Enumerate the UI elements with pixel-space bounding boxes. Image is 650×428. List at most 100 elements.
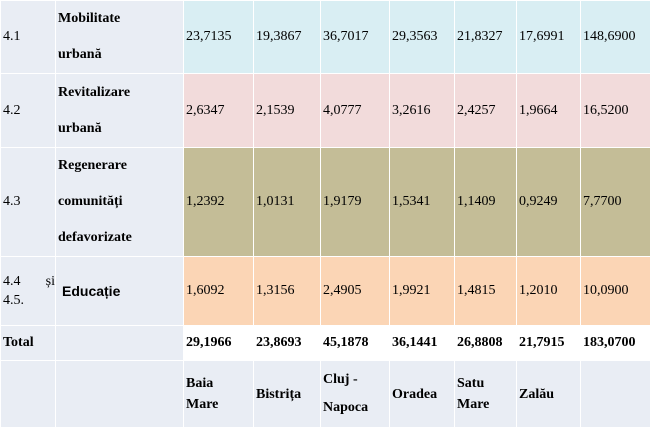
value-cell: 1,5341 — [390, 148, 455, 257]
total-value-cell: 45,1878 — [321, 326, 390, 361]
city-cell — [581, 361, 650, 428]
total-value-cell: 36,1441 — [390, 326, 455, 361]
city-empty — [1, 361, 56, 428]
value-text: 36,7017 — [323, 29, 369, 44]
value-text: 16,5200 — [583, 103, 629, 118]
city-name-line: Mare — [457, 394, 516, 415]
value-text: 1,1409 — [457, 194, 496, 209]
row-name-line: Regenerare — [58, 148, 183, 184]
value-text: 1,3156 — [256, 283, 295, 298]
total-label: Total — [1, 326, 56, 361]
value-cell: 3,2616 — [390, 74, 455, 148]
city-name-line: Cluj - — [323, 366, 389, 394]
value-text: 4,0777 — [323, 103, 362, 118]
row-name-line: Revitalizare — [58, 75, 183, 111]
row-code: 4.2 — [1, 74, 56, 148]
value-text: 21,8327 — [457, 29, 503, 44]
value-cell: 0,9249 — [517, 148, 581, 257]
total-empty — [56, 326, 184, 361]
row-code-text: 4.3 — [3, 194, 21, 209]
value-text: 2,1539 — [256, 103, 295, 118]
value-cell: 21,8327 — [455, 1, 517, 74]
value-cell: 1,4815 — [455, 257, 517, 326]
city-cell: Zalău — [517, 361, 581, 428]
city-name-line: Satu — [457, 373, 516, 394]
value-text: 1,6092 — [186, 283, 225, 298]
value-cell: 16,5200 — [581, 74, 650, 148]
value-cell: 1,1409 — [455, 148, 517, 257]
city-name-line: Oradea — [392, 384, 454, 405]
city-name-line: Baia — [186, 373, 253, 394]
value-text: 0,9249 — [519, 194, 558, 209]
total-value-text: 45,1878 — [323, 335, 369, 350]
row-name-line: Educație — [58, 273, 183, 309]
value-cell: 19,3867 — [254, 1, 321, 74]
city-cell: Bistrița — [254, 361, 321, 428]
total-value-cell: 29,1966 — [184, 326, 254, 361]
value-text: 148,6900 — [583, 29, 636, 44]
value-text: 1,9921 — [392, 283, 431, 298]
value-text: 2,6347 — [186, 103, 225, 118]
city-empty — [56, 361, 184, 428]
value-cell: 1,3156 — [254, 257, 321, 326]
value-text: 1,5341 — [392, 194, 431, 209]
row-code-text: 4.2 — [3, 103, 21, 118]
value-cell: 1,2392 — [184, 148, 254, 257]
value-cell: 1,9179 — [321, 148, 390, 257]
value-text: 2,4905 — [323, 283, 362, 298]
city-cell: Oradea — [390, 361, 455, 428]
value-cell: 2,6347 — [184, 74, 254, 148]
value-text: 1,2010 — [519, 283, 558, 298]
value-text: 7,7700 — [583, 194, 622, 209]
value-text: 23,7135 — [186, 29, 232, 44]
row-name-line: comunități — [58, 184, 183, 220]
value-cell: 17,6991 — [517, 1, 581, 74]
value-text: 29,3563 — [392, 29, 438, 44]
total-label-text: Total — [3, 335, 34, 350]
row-code: 4.1 — [1, 1, 56, 74]
total-value-text: 36,1441 — [392, 335, 438, 350]
row-code-line: 4.5. — [3, 291, 55, 310]
value-cell: 2,1539 — [254, 74, 321, 148]
value-cell: 1,9921 — [390, 257, 455, 326]
city-name-line: Napoca — [323, 394, 389, 422]
city-name-line: Bistrița — [256, 384, 320, 405]
value-text: 1,9664 — [519, 103, 558, 118]
total-value-cell: 23,8693 — [254, 326, 321, 361]
value-cell: 36,7017 — [321, 1, 390, 74]
value-cell: 2,4905 — [321, 257, 390, 326]
value-text: 1,2392 — [186, 194, 225, 209]
total-value-text: 29,1966 — [186, 335, 232, 350]
row-name-line: defavorizate — [58, 220, 183, 256]
value-text: 3,2616 — [392, 103, 431, 118]
value-text: 2,4257 — [457, 103, 496, 118]
total-value-text: 26,8808 — [457, 335, 503, 350]
total-value-text: 23,8693 — [256, 335, 302, 350]
value-cell: 1,9664 — [517, 74, 581, 148]
value-cell: 29,3563 — [390, 1, 455, 74]
value-text: 17,6991 — [519, 29, 565, 44]
row-name-line: Mobilitate — [58, 1, 183, 37]
value-cell: 7,7700 — [581, 148, 650, 257]
value-cell: 4,0777 — [321, 74, 390, 148]
row-name-line: urbană — [58, 37, 183, 73]
value-text: 1,9179 — [323, 194, 362, 209]
value-cell: 1,2010 — [517, 257, 581, 326]
total-value-cell: 21,7915 — [517, 326, 581, 361]
total-value-cell: 183,0700 — [581, 326, 650, 361]
value-text: 1,4815 — [457, 283, 496, 298]
value-text: 19,3867 — [256, 29, 302, 44]
total-row: Total 29,1966 23,8693 45,1878 36,1441 26,8808… — [1, 326, 650, 361]
